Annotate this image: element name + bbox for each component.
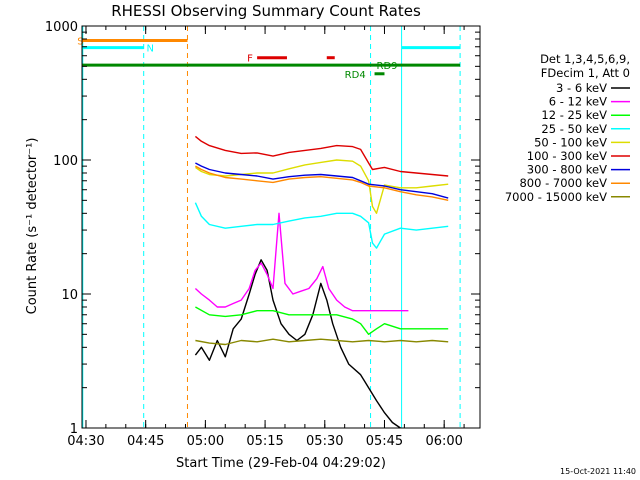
y-tick-label-0: 1 [70,422,78,437]
x-tick-label-4: 05:30 [306,434,343,449]
series-line-4 [195,159,449,215]
legend-label-3: 25 - 50 keV [541,122,607,136]
series-line-8 [195,338,449,346]
legend-label-0: 3 - 6 keV [556,81,607,95]
flag-label-3: F [247,54,253,65]
chart-title: RHESSI Observing Summary Count Rates [111,2,421,20]
series-line-2 [195,306,449,335]
x-axis-label: Start Time (29-Feb-04 04:29:02) [176,456,386,471]
series-line-1 [194,212,409,312]
flag-label-1: N [146,44,153,55]
x-tick-label-3: 05:15 [246,434,283,449]
legend-label-1: 6 - 12 keV [549,95,607,109]
legend-label-2: 12 - 25 keV [541,108,607,122]
legend-label-5: 100 - 300 keV [527,149,607,163]
x-tick-label-0: 04:30 [67,434,104,449]
flag-label-6: RD4 [345,70,366,81]
x-tick-label-5: 05:45 [366,434,403,449]
series-line-6 [195,162,449,199]
legend-header-0: Det 1,3,4,5,6,9, [540,52,630,66]
x-tick-label-1: 04:45 [127,434,164,449]
series-line-3 [194,202,449,249]
y-axis: 1 10 100 1000 [45,20,480,437]
series-line-5 [194,135,449,177]
y-axis-label: Count Rate (s⁻¹ detector⁻¹) [25,138,40,315]
y-tick-label-3: 1000 [45,20,78,35]
legend-label-7: 800 - 7000 keV [519,176,607,190]
plot-area: S N F RD9 RD4 [77,26,461,429]
x-axis: 04:30 04:45 05:00 05:15 05:30 05:45 06:00 [67,26,465,449]
x-tick-label-6: 06:00 [425,434,462,449]
series-line-7 [195,165,449,201]
x-tick-label-2: 05:00 [187,434,224,449]
legend-header-1: FDecim 1, Att 0 [541,66,630,80]
legend-label-4: 50 - 100 keV [534,135,607,149]
plot-frame [81,25,481,429]
timestamp: 15-Oct-2021 11:40 [560,467,636,476]
y-tick-label-1: 10 [61,288,78,303]
y-tick-label-2: 100 [53,154,78,169]
flag-label-0: S [77,36,83,47]
legend: Det 1,3,4,5,6,9,FDecim 1, Att 03 - 6 keV… [505,52,630,204]
flag-label-5: RD9 [377,61,398,72]
legend-label-6: 300 - 800 keV [527,163,607,177]
legend-label-8: 7000 - 15000 keV [505,190,607,204]
